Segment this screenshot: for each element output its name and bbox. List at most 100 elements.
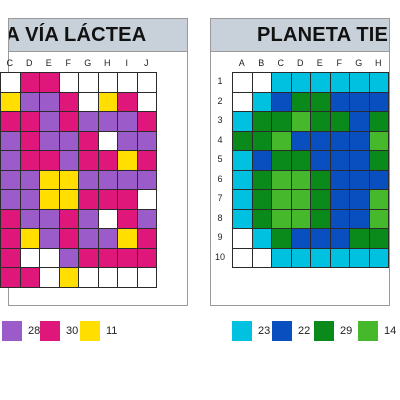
grid-cell [349, 72, 370, 93]
grid-cell [290, 91, 311, 112]
grid-cell [290, 189, 311, 210]
grid-cell [39, 267, 60, 288]
grid-cell [97, 91, 118, 112]
planet-earth-title: PLANETA TIERRA [257, 23, 389, 46]
row-label: 4 [217, 134, 223, 145]
legend-item: 11 [80, 321, 117, 341]
planet-earth-header: PLANETA TIERRA [211, 19, 389, 52]
grid-cell [329, 169, 350, 190]
legend-swatch [272, 321, 292, 341]
grid-cell [251, 130, 272, 151]
grid-cell [310, 72, 331, 93]
grid-cell [232, 150, 253, 171]
grid-cell [136, 247, 157, 268]
grid-cell [290, 111, 311, 132]
grid-cell [117, 130, 138, 151]
grid-cell [232, 111, 253, 132]
grid-cell [349, 189, 370, 210]
grid-cell [97, 111, 118, 132]
grid-cell [19, 228, 40, 249]
row-label: 3 [217, 115, 223, 125]
grid-cell [97, 189, 118, 210]
grid-cell [0, 228, 21, 249]
grid-cell [39, 247, 60, 268]
milky-way-header: LA VÍA LÁCTEA [9, 19, 187, 52]
grid-cell [310, 169, 331, 190]
grid-cell [58, 91, 79, 112]
grid-cell [368, 111, 389, 132]
grid-cell [117, 150, 138, 171]
grid-cell [78, 267, 99, 288]
grid-cell [136, 267, 157, 288]
grid-cell [19, 130, 40, 151]
grid-cell [136, 208, 157, 229]
grid-cell [0, 189, 21, 210]
column-label: E [45, 58, 52, 68]
grid-cell [349, 247, 370, 268]
grid-cell [329, 228, 350, 249]
grid-cell [0, 208, 21, 229]
grid-cell [39, 91, 60, 112]
grid-cell [58, 130, 79, 151]
column-label: D [297, 58, 304, 68]
grid-cell [78, 189, 99, 210]
grid-cell [232, 208, 253, 229]
row-label: 8 [217, 212, 223, 223]
grid-cell [97, 130, 118, 151]
grid-cell [78, 208, 99, 229]
column-label: G [84, 58, 92, 68]
grid-cell [271, 130, 292, 151]
grid-cell [136, 72, 157, 93]
grid-cell [0, 72, 21, 93]
grid-cell [58, 247, 79, 268]
grid-cell [349, 111, 370, 132]
grid-cell [58, 111, 79, 132]
grid-cell [78, 247, 99, 268]
grid-cell [368, 247, 389, 268]
grid-cell [329, 247, 350, 268]
grid-cell [78, 111, 99, 132]
grid-cell [290, 130, 311, 151]
grid-cell [19, 72, 40, 93]
row-label: 9 [217, 232, 223, 242]
grid-cell [117, 111, 138, 132]
grid-cell [251, 72, 272, 93]
grid-cell [0, 150, 21, 171]
grid-cell [136, 228, 157, 249]
grid-cell [0, 91, 21, 112]
grid-cell [368, 150, 389, 171]
grid-cell [58, 228, 79, 249]
grid-cell [251, 150, 272, 171]
row-label: 5 [217, 154, 223, 164]
grid-cell [19, 189, 40, 210]
grid-cell [58, 150, 79, 171]
grid-cell [290, 150, 311, 171]
grid-cell [349, 228, 370, 249]
row-label: 1 [217, 76, 223, 86]
grid-cell [271, 189, 292, 210]
grid-cell [97, 169, 118, 190]
grid-cell [271, 150, 292, 171]
legend-item: 23 [232, 321, 270, 341]
grid-cell [310, 228, 331, 249]
legend-count: 29 [340, 325, 353, 337]
legend-swatch [40, 321, 60, 341]
grid-cell [329, 91, 350, 112]
grid-cell [368, 72, 389, 93]
grid-cell [271, 228, 292, 249]
legend-item: 22 [272, 321, 310, 341]
grid-cell [310, 130, 331, 151]
legend-item: 30 [40, 321, 78, 341]
grid-cell [368, 228, 389, 249]
grid-cell [58, 189, 79, 210]
row-label: 7 [217, 193, 223, 203]
grid-cell [97, 150, 118, 171]
grid-cell [251, 247, 272, 268]
legend-count: 23 [258, 325, 271, 337]
grid-cell [329, 189, 350, 210]
grid-cell [329, 208, 350, 229]
grid-cell [271, 208, 292, 229]
grid-cell [310, 111, 331, 132]
grid-cell [271, 247, 292, 268]
grid-cell [78, 130, 99, 151]
